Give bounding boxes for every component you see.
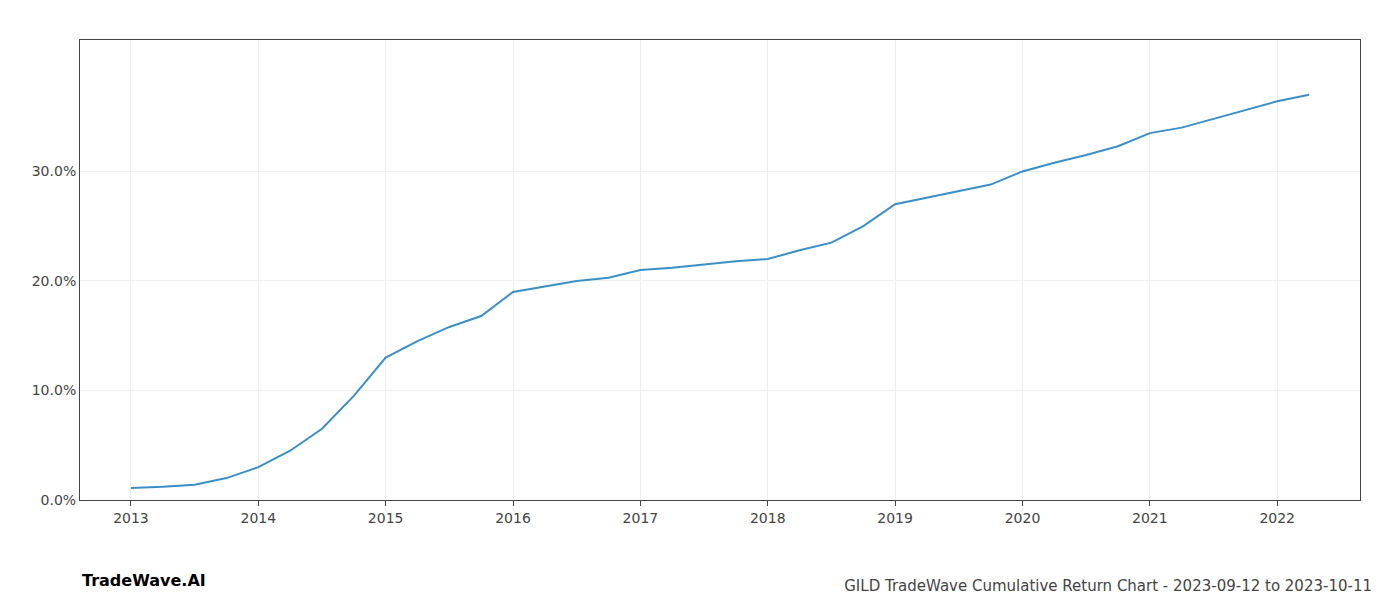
svg-text:30.0%: 30.0% [32, 163, 76, 179]
svg-text:2014: 2014 [240, 510, 276, 526]
svg-text:2018: 2018 [750, 510, 786, 526]
svg-text:2019: 2019 [877, 510, 913, 526]
svg-text:2015: 2015 [368, 510, 404, 526]
svg-text:TradeWave.AI: TradeWave.AI [82, 571, 206, 590]
svg-text:2022: 2022 [1259, 510, 1295, 526]
svg-text:GILD TradeWave Cumulative Retu: GILD TradeWave Cumulative Return Chart -… [844, 577, 1372, 595]
svg-text:20.0%: 20.0% [32, 273, 76, 289]
svg-text:2021: 2021 [1132, 510, 1168, 526]
svg-text:10.0%: 10.0% [32, 382, 76, 398]
svg-text:0.0%: 0.0% [41, 492, 77, 508]
svg-text:2016: 2016 [495, 510, 531, 526]
svg-text:2017: 2017 [623, 510, 659, 526]
svg-text:2020: 2020 [1005, 510, 1041, 526]
svg-text:2013: 2013 [113, 510, 149, 526]
